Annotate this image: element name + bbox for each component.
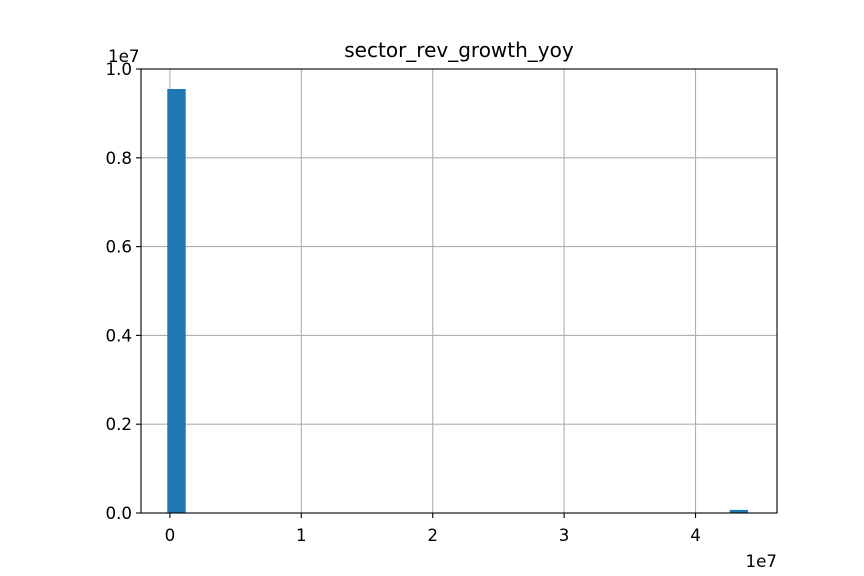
- x-tick-label: 0: [165, 525, 176, 545]
- y-tick-label: 1.0: [105, 59, 132, 79]
- x-tick-label: 4: [690, 525, 701, 545]
- y-tick-label: 0.4: [105, 325, 132, 345]
- x-tick-label: 2: [427, 525, 438, 545]
- y-tick-label: 0.8: [105, 148, 132, 168]
- chart-title: sector_rev_growth_yoy: [344, 38, 574, 62]
- bars: [167, 88, 749, 513]
- plot-frame: [140, 68, 778, 514]
- y-tick-label: 0.0: [105, 503, 132, 523]
- histogram-bar: [167, 88, 186, 513]
- ticks: 0 1 2 3 4 0.0 0.2 0.4 0.6 0.8 1.0: [105, 59, 700, 545]
- y-axis-offset-label: 1e7: [108, 46, 140, 66]
- histogram-bar: [729, 509, 749, 513]
- x-tick-label: 1: [296, 525, 307, 545]
- y-tick-label: 0.2: [105, 414, 132, 434]
- y-tick-label: 0.6: [105, 237, 132, 257]
- x-axis-offset-label: 1e7: [745, 551, 777, 571]
- x-tick-label: 3: [559, 525, 570, 545]
